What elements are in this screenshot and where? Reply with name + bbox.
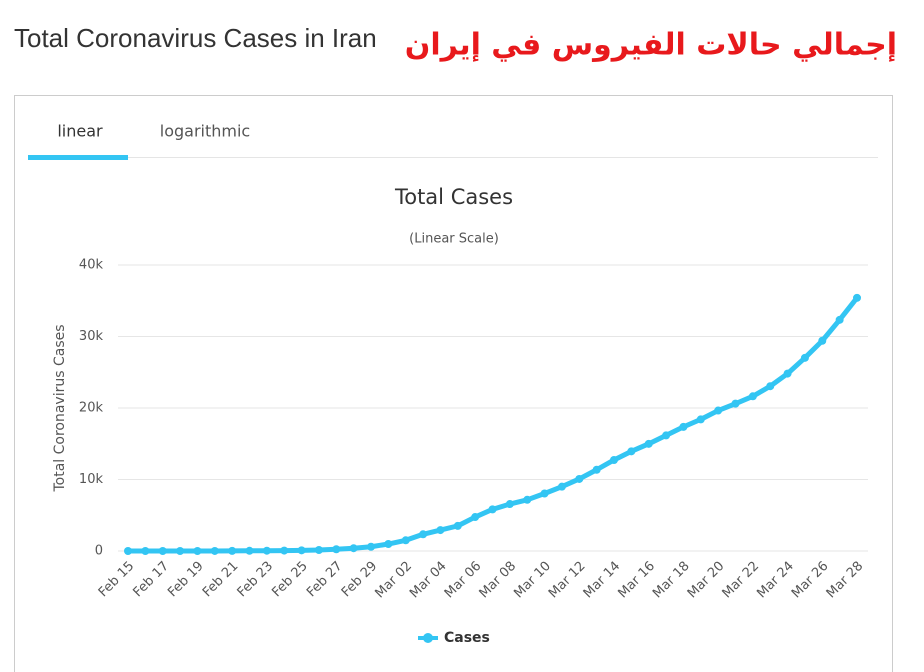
y-tick-label: 20k — [79, 401, 104, 416]
x-tick-label: Mar 06 — [442, 559, 485, 602]
point — [783, 369, 792, 378]
point — [505, 500, 514, 509]
x-tick-label: Mar 28 — [824, 559, 867, 602]
x-tick-label: Feb 17 — [131, 559, 173, 601]
point — [262, 546, 271, 555]
point — [314, 546, 323, 555]
point — [696, 415, 705, 424]
x-tick-label: Mar 24 — [754, 559, 797, 602]
point — [436, 526, 445, 535]
x-tick-label: Mar 04 — [407, 559, 450, 602]
point — [523, 495, 532, 504]
panel — [14, 95, 893, 672]
point — [245, 546, 254, 555]
point — [280, 546, 289, 555]
point — [818, 336, 827, 345]
point — [766, 382, 775, 391]
x-tick-label: Mar 02 — [372, 559, 415, 602]
point — [419, 530, 428, 539]
point — [228, 546, 237, 555]
tab-linear[interactable]: linear — [57, 122, 103, 141]
point — [297, 546, 306, 555]
point — [592, 465, 601, 474]
point — [488, 505, 497, 514]
point — [401, 536, 410, 545]
tab-log[interactable]: logarithmic — [160, 122, 250, 141]
x-tick-label: Feb 19 — [165, 559, 207, 601]
point — [835, 315, 844, 324]
x-tick-label: Mar 14 — [581, 559, 624, 602]
point — [557, 482, 566, 491]
point — [627, 447, 636, 456]
point — [800, 353, 809, 362]
point — [332, 545, 341, 554]
point — [540, 489, 549, 498]
page-title: Total Coronavirus Cases in Iran — [14, 23, 377, 53]
x-tick-label: Mar 18 — [650, 559, 693, 602]
x-tick-label: Feb 23 — [235, 559, 277, 601]
x-tick-label: Mar 20 — [685, 559, 728, 602]
point — [731, 399, 740, 408]
y-tick-label: 0 — [95, 544, 103, 559]
x-tick-label: Mar 16 — [615, 559, 658, 602]
arabic-title: إجمالي حالات الفيروس في إيران — [405, 28, 897, 63]
x-tick-label: Feb 27 — [304, 559, 346, 601]
point — [193, 546, 202, 555]
point — [748, 392, 757, 401]
point — [349, 544, 358, 553]
x-tick-label: Feb 15 — [96, 559, 138, 601]
point — [714, 406, 723, 415]
point — [471, 513, 480, 522]
point — [176, 547, 185, 555]
point — [662, 431, 671, 440]
y-tick-label: 40k — [79, 258, 104, 273]
chart-title: Total Cases — [394, 185, 513, 209]
legend-label: Cases — [444, 630, 490, 646]
y-tick-label: 10k — [79, 472, 104, 487]
y-tick-label: 30k — [79, 329, 104, 344]
x-tick-label: Mar 22 — [720, 559, 763, 602]
x-tick-label: Mar 26 — [789, 559, 832, 602]
x-tick-label: Feb 29 — [339, 559, 381, 601]
x-tick-label: Mar 12 — [546, 559, 589, 602]
point — [853, 293, 861, 302]
point — [158, 547, 167, 555]
point — [124, 547, 132, 555]
chart-subtitle: (Linear Scale) — [409, 232, 499, 247]
point — [384, 540, 393, 549]
x-tick-label: Feb 21 — [200, 559, 242, 601]
point — [210, 546, 219, 555]
legend-marker — [423, 633, 433, 643]
x-tick-label: Mar 08 — [477, 559, 520, 602]
point — [679, 422, 688, 431]
point — [141, 547, 150, 555]
tab-underline — [28, 155, 128, 160]
point — [644, 439, 653, 448]
point — [367, 542, 375, 551]
x-tick-label: Mar 10 — [511, 559, 554, 602]
point — [575, 474, 584, 483]
x-tick-label: Feb 25 — [269, 559, 311, 601]
point — [610, 455, 618, 464]
point — [453, 521, 462, 530]
y-axis-label: Total Coronavirus Cases — [52, 324, 68, 492]
